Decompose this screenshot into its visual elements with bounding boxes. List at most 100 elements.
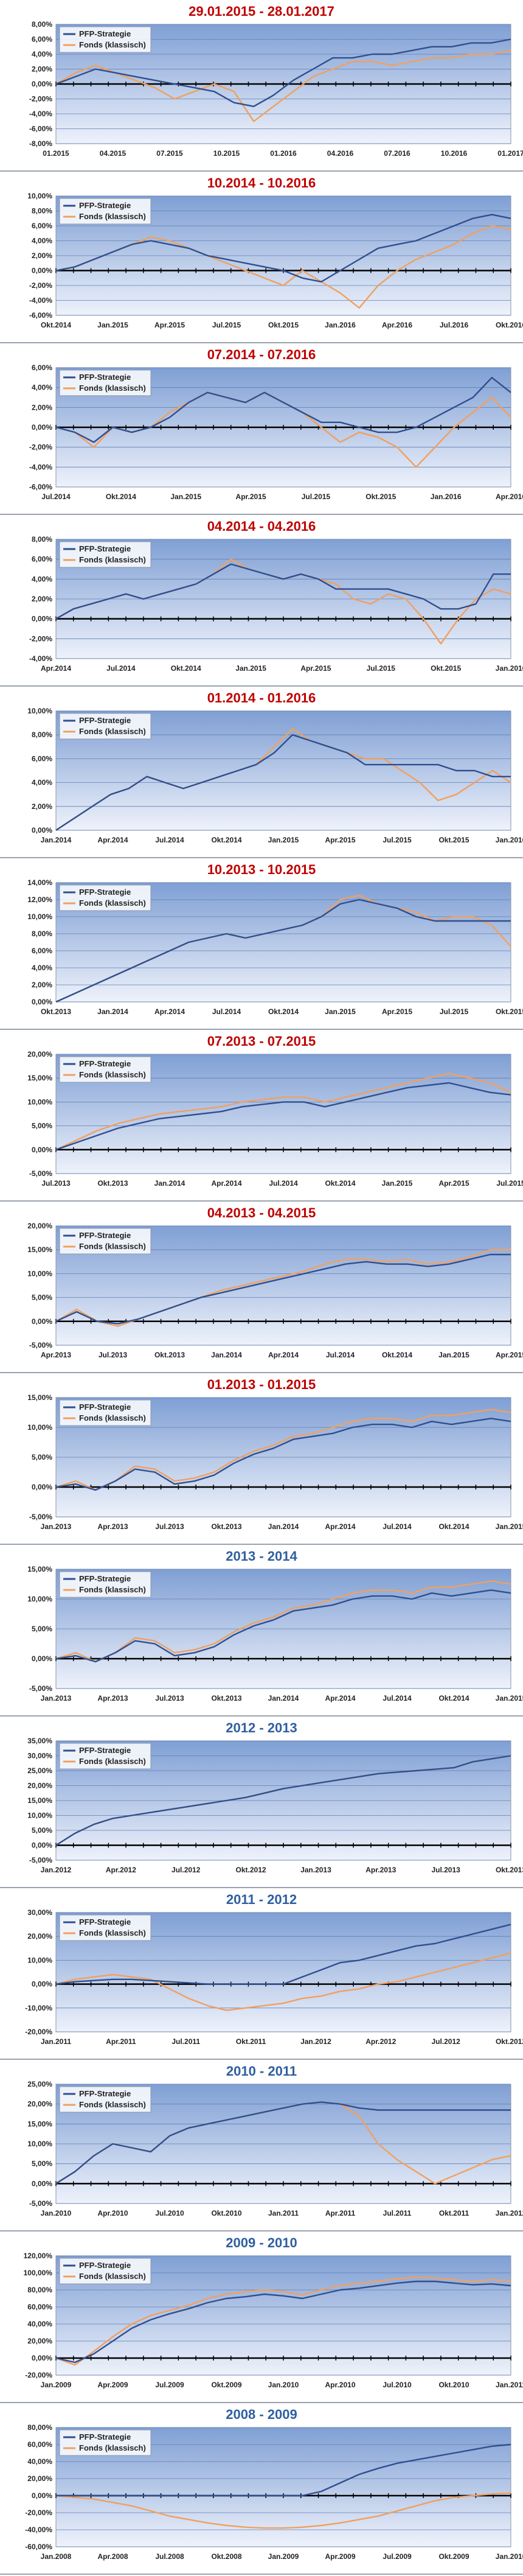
x-tick-label: Jul.2014 [155,836,184,844]
x-tick-label: Apr.2014 [325,1694,355,1703]
legend [59,1056,151,1083]
x-tick-label: 01.2015 [43,149,69,158]
legend [59,541,151,568]
line-chart: 25,00% 20,00% 15,00% 10,00% 5,00% 0,00% -5,00%… [27,2080,523,2217]
x-tick-label: Okt.2015 [496,1007,523,1016]
y-tick-label: -5,00% [29,1513,52,1521]
y-tick-label: -6,00% [29,483,52,491]
y-tick-label: 15,00% [27,1796,52,1805]
chart-panel: 10.2014 - 10.2016 10,00% 8,00% 6,00% 4,00% 2,… [0,172,523,343]
legend-entry: Fonds (klassisch) [79,1757,146,1766]
y-tick-label: 15,00% [27,1565,52,1573]
y-tick-label: 4,00% [32,383,52,392]
y-tick-label: 0,00% [32,2491,52,2500]
x-tick-label: Jan.2011 [496,2381,523,2389]
y-tick-label: -60,00% [25,2543,52,2551]
x-tick-label: Apr.2011 [325,2209,356,2217]
y-tick-label: 6,00% [32,754,52,763]
series-line-strategy [55,563,511,620]
chart-panel: 2011 - 2012 30,00% 20,00% 10,00% 0,00% -10,00… [0,1888,523,2060]
chart-panel: 01.2013 - 01.2015 15,00% 10,00% 5,00% 0,00% -… [0,1373,523,1545]
legend [59,198,151,225]
legend-entry: Fonds (klassisch) [79,2443,146,2452]
legend [59,1228,151,1255]
x-tick-label: Okt.2016 [496,321,523,329]
x-tick-label: Apr.2015 [438,1179,469,1188]
chart-title: 2011 - 2012 [226,1892,297,1907]
y-tick-label: 0,00% [32,267,52,275]
chart-panel: 2013 - 2014 15,00% 10,00% 5,00% 0,00% -5,00% J… [0,1545,523,1717]
line-chart: 30,00%20,00%10,00%0,00%-10,00%-20,00%Jan… [25,1908,523,2046]
y-tick-label: 5,00% [32,1293,52,1302]
y-tick-label: 40,00% [27,2457,52,2466]
x-tick-label: Okt.2009 [211,2381,241,2389]
chart-title: 07.2014 - 07.2016 [207,347,316,362]
x-tick-label: Jan.2010 [496,2552,523,2561]
x-tick-label: Apr.2014 [325,1522,355,1531]
x-tick-label: Jan.2016 [496,836,523,844]
y-tick-label: 20,00% [27,1782,52,1790]
y-tick-label: 2,00% [32,403,52,411]
chart-panel: 10.2013 - 10.2015 14,00% 12,00% 10,00% 8,00%… [0,858,523,1030]
x-tick-label: Okt.2013 [154,1351,185,1359]
y-tick-label: 0,00% [32,1980,52,1989]
y-tick-label: -4,00% [29,654,52,663]
chart-panel: 01.2014 - 01.2016 10,00% 8,00% 6,00% 4,00% 2,… [0,687,523,858]
x-tick-label: Jan.2015 [235,664,266,673]
y-tick-label: 4,00% [32,779,52,787]
x-tick-label: Apr.2012 [106,1866,136,1874]
legend [59,1571,151,1598]
y-tick-label: 15,00% [27,1245,52,1254]
x-tick-label: Okt.2013 [211,1694,241,1703]
x-tick-label: Jan.2016 [431,492,462,501]
legend-entry: Fonds (klassisch) [79,40,146,49]
y-tick-label: -40,00% [25,2525,52,2534]
x-tick-label: Jan.2012 [300,2037,331,2046]
y-tick-label: 0,00% [32,1483,52,1491]
series-line-fonds [55,2276,511,2366]
x-tick-label: Jul.2009 [155,2381,184,2389]
y-tick-label: -2,00% [29,281,52,290]
y-tick-label: 10,00% [27,1956,52,1964]
x-tick-label: Apr.2013 [365,1866,396,1874]
series-line-fonds [55,1073,511,1150]
x-tick-label: Apr.2015 [236,492,266,501]
y-tick-label: 5,00% [32,2160,52,2168]
x-tick-label: Jan.2014 [154,1179,185,1188]
line-chart: 15,00% 10,00% 5,00% 0,00% -5,00%Jan.2013 Apr.… [27,1565,523,1703]
legend-entry: Fonds (klassisch) [79,1413,146,1423]
x-tick-label: Jul.2014 [106,664,136,673]
x-tick-label: Jul.2014 [269,1179,298,1188]
legend-entry: Fonds (klassisch) [79,1242,146,1251]
legend-entry: PFP-Strategie [79,1059,131,1068]
x-tick-label: Jan.2014 [41,836,72,844]
x-tick-label: Jan.2011 [268,2209,299,2217]
y-tick-label: -5,00% [29,1169,52,1178]
x-tick-label: Jan.2009 [268,2552,299,2561]
x-tick-label: 04.2015 [100,149,126,158]
y-tick-label: 0,00% [32,1146,52,1154]
x-tick-label: Okt.2010 [438,2381,469,2389]
y-tick-label: 5,00% [32,1625,52,1633]
x-tick-label: 10.2016 [441,149,468,158]
y-tick-label: 80,00% [27,2286,52,2294]
legend-entry: PFP-Strategie [79,1231,131,1240]
x-tick-label: Jan.2015 [382,1179,413,1188]
y-tick-label: 2,00% [32,802,52,811]
y-tick-label: 6,00% [32,222,52,230]
chart-title: 2012 - 2013 [226,1720,297,1735]
chart-title: 2008 - 2009 [226,2407,297,2422]
x-tick-label: Apr.2015 [496,1351,523,1359]
y-tick-label: 30,00% [27,1752,52,1760]
legend [59,26,151,53]
y-tick-label: 6,00% [32,363,52,372]
x-tick-label: Jan.2016 [325,321,356,329]
y-tick-label: -2,00% [29,95,52,103]
chart-panel: 2009 - 2010 120,00% 100,00% 80,00% 60,00% 40,… [0,2231,523,2403]
x-tick-label: Jul.2013 [155,1522,184,1531]
x-tick-label: Jul.2013 [155,1694,184,1703]
y-tick-label: 6,00% [32,947,52,955]
legend-entry: Fonds (klassisch) [79,2100,146,2109]
y-tick-label: 10,00% [27,1269,52,1278]
legend-entry: PFP-Strategie [79,1574,131,1583]
